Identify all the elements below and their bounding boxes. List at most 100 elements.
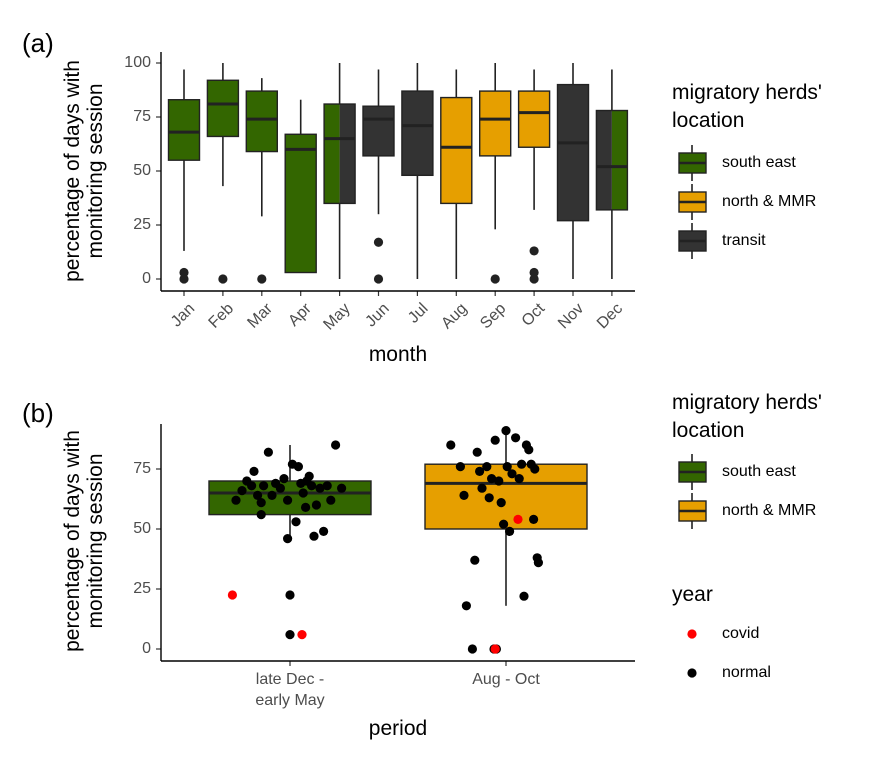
panel-a-legend-keys xyxy=(678,145,707,259)
x-tick-label-jan: Jan xyxy=(168,300,198,330)
box-aug-oct xyxy=(424,430,588,606)
data-point-normal xyxy=(517,459,527,469)
data-point-normal xyxy=(307,481,317,491)
box-fill-south-east xyxy=(168,99,200,161)
data-point-normal xyxy=(477,483,487,493)
data-point-normal xyxy=(304,471,314,481)
data-point-normal xyxy=(309,531,319,541)
panel-b-legend-title-line1: migratory herds' xyxy=(672,391,822,414)
data-point-normal xyxy=(279,474,289,484)
y-tick-label: 100 xyxy=(124,54,151,71)
outlier-point xyxy=(490,274,500,284)
data-point-normal xyxy=(285,630,295,640)
box-outline xyxy=(401,90,434,177)
box-mar xyxy=(245,78,279,284)
data-point-normal xyxy=(337,483,347,493)
data-point-normal xyxy=(259,481,269,491)
legend-key-south-east xyxy=(678,454,707,490)
panel-b-legend-title-line2: location xyxy=(672,419,744,442)
box-outline xyxy=(167,99,201,161)
data-point-normal xyxy=(490,435,500,445)
box-apr xyxy=(284,99,317,274)
x-tick-label-mar: Mar xyxy=(244,300,276,332)
box-fill-north-mmr xyxy=(424,463,588,530)
box-fill-north-mmr xyxy=(479,91,511,156)
data-point-normal xyxy=(285,590,295,600)
y-tick-label: 50 xyxy=(133,520,151,537)
outlier-point xyxy=(179,274,189,284)
y-tick-label: 50 xyxy=(133,162,151,179)
data-point-normal xyxy=(446,440,456,450)
panel-a-legend-title-line2: location xyxy=(672,109,744,132)
panel-a-y-axis-title: percentage of days with monitoring sessi… xyxy=(61,60,107,282)
data-point-normal xyxy=(524,445,534,455)
data-point-normal xyxy=(484,493,494,503)
box-outline xyxy=(284,133,317,274)
y-tick-label: 0 xyxy=(142,640,151,657)
panel-b-y-ticks: 0 25 50 75 xyxy=(133,460,161,657)
box-fill-south-east xyxy=(324,104,340,204)
panel-a: (a) percentage of days with monitoring s… xyxy=(22,28,822,366)
data-point-normal xyxy=(475,466,485,476)
panel-b-ylabel-line1: percentage of days with xyxy=(61,430,84,652)
data-point-normal xyxy=(472,447,482,457)
data-point-normal xyxy=(256,498,266,508)
box-jan xyxy=(167,69,201,284)
data-point-normal xyxy=(298,488,308,498)
panel-a-y-ticks: 0 25 50 75 100 xyxy=(124,54,161,287)
outlier-point xyxy=(529,267,539,278)
data-point-normal xyxy=(519,591,529,601)
legend-label-south-east: south east xyxy=(722,154,796,171)
box-outline xyxy=(245,90,279,153)
legend-key-transit xyxy=(678,223,707,259)
x-tick-late-dec-line2: early May xyxy=(255,692,324,709)
data-point-normal xyxy=(293,462,303,472)
box-oct xyxy=(517,69,551,284)
data-point-normal xyxy=(275,483,285,493)
data-point-normal xyxy=(459,490,469,500)
panel-b-points xyxy=(227,426,544,654)
legend-year-key-covid xyxy=(687,629,697,639)
box-outline xyxy=(206,79,240,138)
data-point-normal xyxy=(482,462,492,472)
data-point-normal xyxy=(249,466,259,476)
panel-a-x-axis-title: month xyxy=(369,343,427,366)
data-point-normal xyxy=(253,490,263,500)
panel-a-ylabel-line2: monitoring session xyxy=(84,83,107,258)
box-outline xyxy=(556,83,590,222)
box-dec xyxy=(595,69,629,279)
box-outline xyxy=(323,103,356,205)
data-point-normal xyxy=(499,519,509,529)
x-tick-aug-oct: Aug - Oct xyxy=(472,671,540,688)
data-point-normal xyxy=(455,462,465,472)
data-point-normal xyxy=(322,481,332,491)
data-point-normal xyxy=(263,447,273,457)
box-feb xyxy=(206,63,240,284)
data-point-normal xyxy=(256,509,266,520)
box-fill-transit xyxy=(557,84,589,221)
y-tick-label: 25 xyxy=(133,580,151,597)
x-tick-late-dec-line1: late Dec - xyxy=(256,671,324,688)
data-point-covid xyxy=(490,644,500,654)
box-fill-north-mmr xyxy=(518,91,550,148)
legend-key-north-mmr xyxy=(678,184,707,220)
panel-a-ylabel-line1: percentage of days with xyxy=(61,60,84,282)
y-tick-label: 25 xyxy=(133,216,151,233)
y-tick-label: 75 xyxy=(133,108,151,125)
box-fill-south-east xyxy=(207,80,239,137)
data-point-normal xyxy=(311,500,321,510)
data-point-normal xyxy=(283,495,293,505)
x-tick-label-oct: Oct xyxy=(519,300,549,330)
data-point-normal xyxy=(247,481,257,491)
box-outline xyxy=(479,90,512,157)
x-tick-label-sep: Sep xyxy=(477,300,509,332)
data-point-normal xyxy=(237,486,247,496)
x-tick-label-feb: Feb xyxy=(206,300,238,332)
y-tick-label: 0 xyxy=(142,270,151,287)
box-nov xyxy=(556,63,590,279)
data-point-normal xyxy=(326,495,336,505)
outlier-point xyxy=(529,274,539,284)
x-tick-label-jul: Jul xyxy=(405,300,431,326)
outlier-point xyxy=(373,274,384,284)
